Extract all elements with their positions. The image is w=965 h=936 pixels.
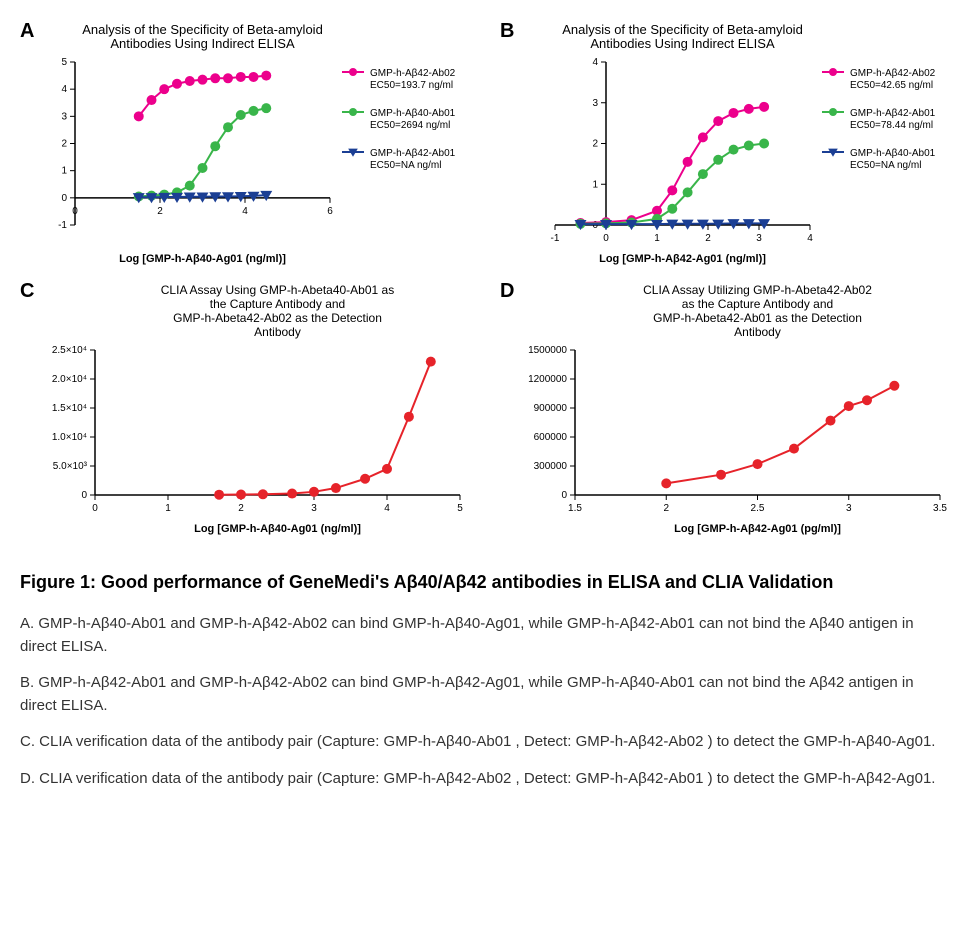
svg-text:1: 1 <box>165 503 171 514</box>
panel-C: C CLIA Assay Using GMP-h-Abeta40-Ab01 as… <box>20 280 480 540</box>
svg-text:1: 1 <box>592 179 598 190</box>
svg-text:2: 2 <box>663 503 669 514</box>
svg-text:300000: 300000 <box>534 461 568 472</box>
caption-A: A. GMP-h-Aβ40-Ab01 and GMP-h-Aβ42-Ab02 c… <box>20 613 945 658</box>
svg-text:-1: -1 <box>58 220 67 231</box>
figure-grid: A Analysis of the Specificity of Beta-am… <box>20 20 945 540</box>
svg-text:-1: -1 <box>551 233 560 244</box>
svg-text:2.5×10⁴: 2.5×10⁴ <box>52 345 87 356</box>
svg-text:Analysis of the Specificity of: Analysis of the Specificity of Beta-amyl… <box>562 22 803 37</box>
chart-B: Analysis of the Specificity of Beta-amyl… <box>500 20 960 270</box>
svg-text:1.5: 1.5 <box>568 503 582 514</box>
caption-D: D. CLIA verification data of the antibod… <box>20 768 945 791</box>
svg-text:2.5: 2.5 <box>751 503 765 514</box>
svg-text:Antibodies Using Indirect ELIS: Antibodies Using Indirect ELISA <box>590 36 775 51</box>
svg-text:3: 3 <box>846 503 852 514</box>
svg-text:0: 0 <box>72 206 78 217</box>
svg-text:EC50=78.44 ng/ml: EC50=78.44 ng/ml <box>850 120 933 131</box>
panel-B: B Analysis of the Specificity of Beta-am… <box>500 20 960 270</box>
panel-D: D CLIA Assay Utilizing GMP-h-Abeta42-Ab0… <box>500 280 960 540</box>
chart-C: CLIA Assay Using GMP-h-Abeta40-Ab01 asth… <box>20 280 480 540</box>
svg-text:EC50=NA ng/ml: EC50=NA ng/ml <box>850 160 921 171</box>
svg-text:2: 2 <box>705 233 711 244</box>
svg-text:EC50=2694 ng/ml: EC50=2694 ng/ml <box>370 120 450 131</box>
svg-text:4: 4 <box>592 57 598 68</box>
svg-text:GMP-h-Aβ42-Ab01: GMP-h-Aβ42-Ab01 <box>370 148 456 159</box>
svg-text:6: 6 <box>327 206 333 217</box>
svg-text:4: 4 <box>61 84 67 95</box>
svg-text:0: 0 <box>92 503 98 514</box>
svg-text:0: 0 <box>61 193 67 204</box>
svg-text:Log [GMP-h-Aβ40-Ag01 (ng/ml)]: Log [GMP-h-Aβ40-Ag01 (ng/ml)] <box>194 523 361 535</box>
svg-text:5: 5 <box>457 503 463 514</box>
svg-text:GMP-h-Abeta42-Ab02 as the Dete: GMP-h-Abeta42-Ab02 as the Detection <box>173 311 382 325</box>
svg-text:1.5×10⁴: 1.5×10⁴ <box>52 403 87 414</box>
svg-text:1200000: 1200000 <box>528 374 567 385</box>
panel-B-label: B <box>500 20 514 43</box>
svg-text:GMP-h-Aβ40-Ab01: GMP-h-Aβ40-Ab01 <box>850 148 936 159</box>
svg-text:GMP-h-Aβ42-Ab01: GMP-h-Aβ42-Ab01 <box>850 108 936 119</box>
svg-text:900000: 900000 <box>534 403 568 414</box>
panel-D-label: D <box>500 280 514 303</box>
svg-text:5: 5 <box>61 57 67 68</box>
svg-text:GMP-h-Aβ42-Ab02: GMP-h-Aβ42-Ab02 <box>370 68 456 79</box>
svg-text:GMP-h-Aβ40-Ab01: GMP-h-Aβ40-Ab01 <box>370 108 456 119</box>
svg-text:1: 1 <box>654 233 660 244</box>
svg-text:EC50=NA ng/ml: EC50=NA ng/ml <box>370 160 441 171</box>
svg-text:Antibody: Antibody <box>734 325 781 339</box>
svg-text:3.5: 3.5 <box>933 503 947 514</box>
svg-text:CLIA Assay Utilizing GMP-h-Abe: CLIA Assay Utilizing GMP-h-Abeta42-Ab02 <box>643 283 872 297</box>
chart-A: Analysis of the Specificity of Beta-amyl… <box>20 20 480 270</box>
svg-text:Log [GMP-h-Aβ42-Ag01 (pg/ml)]: Log [GMP-h-Aβ42-Ag01 (pg/ml)] <box>674 523 841 535</box>
svg-text:3: 3 <box>592 98 598 109</box>
panel-C-label: C <box>20 280 34 303</box>
svg-text:CLIA Assay Using GMP-h-Abeta40: CLIA Assay Using GMP-h-Abeta40-Ab01 as <box>161 283 394 297</box>
svg-text:1: 1 <box>61 166 67 177</box>
svg-text:Antibody: Antibody <box>254 325 301 339</box>
caption-C: C. CLIA verification data of the antibod… <box>20 731 945 754</box>
svg-text:4: 4 <box>384 503 390 514</box>
svg-text:2: 2 <box>238 503 244 514</box>
svg-text:3: 3 <box>311 503 317 514</box>
svg-text:EC50=193.7 ng/ml: EC50=193.7 ng/ml <box>370 80 453 91</box>
svg-text:2.0×10⁴: 2.0×10⁴ <box>52 374 87 385</box>
svg-text:4: 4 <box>807 233 813 244</box>
svg-text:Log [GMP-h-Aβ40-Ag01 (ng/ml)]: Log [GMP-h-Aβ40-Ag01 (ng/ml)] <box>119 253 286 265</box>
svg-text:0: 0 <box>603 233 609 244</box>
caption-B: B. GMP-h-Aβ42-Ab01 and GMP-h-Aβ42-Ab02 c… <box>20 672 945 717</box>
svg-text:Log [GMP-h-Aβ42-Ag01 (ng/ml)]: Log [GMP-h-Aβ42-Ag01 (ng/ml)] <box>599 253 766 265</box>
svg-text:Antibodies Using Indirect ELIS: Antibodies Using Indirect ELISA <box>110 36 295 51</box>
svg-text:4: 4 <box>242 206 248 217</box>
svg-text:1500000: 1500000 <box>528 345 567 356</box>
svg-text:2: 2 <box>61 139 67 150</box>
svg-text:1.0×10⁴: 1.0×10⁴ <box>52 432 87 443</box>
svg-text:0: 0 <box>561 490 567 501</box>
svg-text:2: 2 <box>157 206 163 217</box>
svg-text:the Capture Antibody and: the Capture Antibody and <box>210 297 345 311</box>
svg-text:2: 2 <box>592 139 598 150</box>
svg-text:EC50=42.65 ng/ml: EC50=42.65 ng/ml <box>850 80 933 91</box>
svg-text:600000: 600000 <box>534 432 568 443</box>
svg-text:GMP-h-Aβ42-Ab02: GMP-h-Aβ42-Ab02 <box>850 68 936 79</box>
svg-text:as the Capture Antibody and: as the Capture Antibody and <box>682 297 833 311</box>
panel-A-label: A <box>20 20 34 43</box>
chart-D: CLIA Assay Utilizing GMP-h-Abeta42-Ab02a… <box>500 280 960 540</box>
svg-text:Analysis of the Specificity of: Analysis of the Specificity of Beta-amyl… <box>82 22 323 37</box>
panel-A: A Analysis of the Specificity of Beta-am… <box>20 20 480 270</box>
figure-caption-title: Figure 1: Good performance of GeneMedi's… <box>20 570 945 595</box>
svg-text:3: 3 <box>756 233 762 244</box>
svg-text:0: 0 <box>81 490 87 501</box>
svg-text:5.0×10³: 5.0×10³ <box>53 461 88 472</box>
svg-text:3: 3 <box>61 111 67 122</box>
svg-text:GMP-h-Abeta42-Ab01 as the Dete: GMP-h-Abeta42-Ab01 as the Detection <box>653 311 862 325</box>
